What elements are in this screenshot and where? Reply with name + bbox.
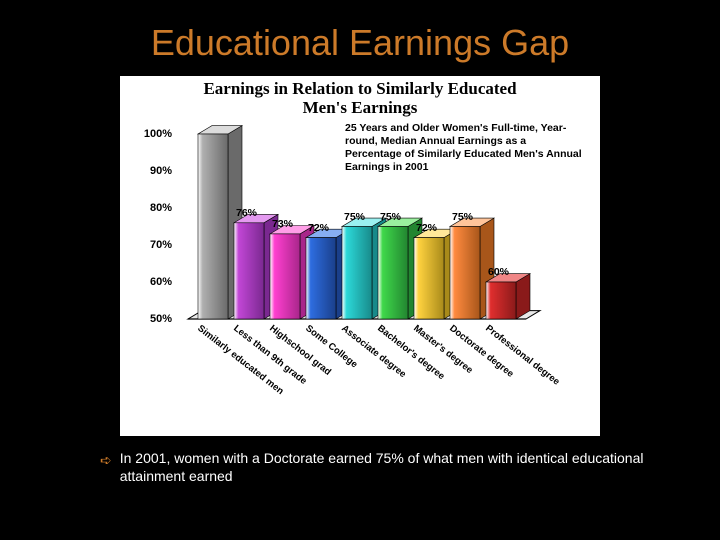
slide: Educational Earnings Gap Earnings in Rel… xyxy=(0,0,720,540)
bar-value-label: 75% xyxy=(380,211,401,223)
chart-title: Earnings in Relation to Similarly Educat… xyxy=(120,76,600,117)
y-tick-label: 60% xyxy=(132,276,172,288)
y-tick-label: 80% xyxy=(132,202,172,214)
bar-value-label: 75% xyxy=(344,211,365,223)
bar-value-label: 76% xyxy=(236,207,257,219)
chart-title-line2: Men's Earnings xyxy=(303,98,418,117)
bar-value-label: 73% xyxy=(272,218,293,230)
y-tick-label: 50% xyxy=(132,313,172,325)
chart-panel: Earnings in Relation to Similarly Educat… xyxy=(120,76,600,436)
y-tick-label: 100% xyxy=(132,128,172,140)
chart-title-line1: Earnings in Relation to Similarly Educat… xyxy=(203,79,516,98)
slide-title: Educational Earnings Gap xyxy=(0,22,720,64)
bar-value-label: 72% xyxy=(308,222,329,234)
y-tick-label: 70% xyxy=(132,239,172,251)
bar-value-label: 72% xyxy=(416,222,437,234)
bar-value-label: 75% xyxy=(452,211,473,223)
y-tick-label: 90% xyxy=(132,165,172,177)
bullet-text: In 2001, women with a Doctorate earned 7… xyxy=(120,450,660,485)
bullet-row: ➪ In 2001, women with a Doctorate earned… xyxy=(100,450,660,485)
bar-value-label: 60% xyxy=(488,266,509,278)
arrow-icon: ➪ xyxy=(100,452,112,470)
